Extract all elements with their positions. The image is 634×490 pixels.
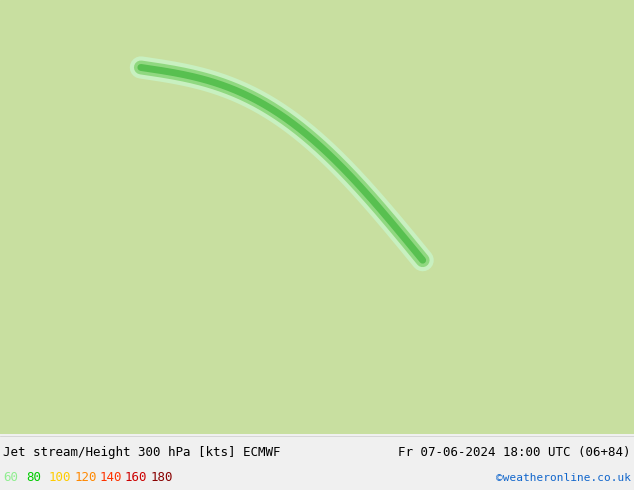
Text: 160: 160 [125, 471, 147, 484]
Text: Jet stream/Height 300 hPa [kts] ECMWF: Jet stream/Height 300 hPa [kts] ECMWF [3, 446, 281, 459]
Text: 60: 60 [3, 471, 18, 484]
Text: 120: 120 [74, 471, 96, 484]
Text: 80: 80 [26, 471, 41, 484]
Text: 180: 180 [150, 471, 172, 484]
Text: ©weatheronline.co.uk: ©weatheronline.co.uk [496, 472, 631, 483]
Text: Fr 07-06-2024 18:00 UTC (06+84): Fr 07-06-2024 18:00 UTC (06+84) [398, 446, 631, 459]
Text: 100: 100 [49, 471, 71, 484]
Text: 140: 140 [100, 471, 122, 484]
